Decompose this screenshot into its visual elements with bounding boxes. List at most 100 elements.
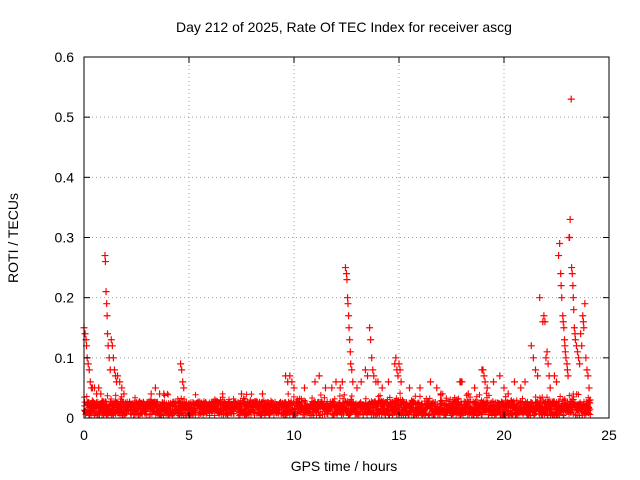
data-point <box>179 378 187 386</box>
noise-marker <box>336 392 343 399</box>
data-point <box>569 294 577 302</box>
noise-marker <box>587 411 594 418</box>
data-point <box>370 372 378 380</box>
chart-title: Day 212 of 2025, Rate Of TEC Index for r… <box>176 19 512 35</box>
x-axis-label: GPS time / hours <box>291 458 398 474</box>
data-point <box>101 252 109 260</box>
data-point <box>558 294 566 302</box>
noise-marker <box>192 391 199 398</box>
noise-marker <box>478 411 485 418</box>
noise-marker <box>132 394 139 401</box>
noise-marker <box>108 395 115 402</box>
data-point <box>575 354 583 362</box>
noise-marker <box>330 412 337 419</box>
noise-marker <box>394 402 401 409</box>
data-point <box>343 270 350 278</box>
data-point <box>458 378 466 386</box>
data-point <box>580 324 588 332</box>
data-point <box>564 372 572 380</box>
data-point <box>97 390 105 398</box>
data-point <box>353 384 361 392</box>
noise-marker <box>178 395 185 402</box>
noise-marker <box>83 393 90 400</box>
data-point <box>147 390 155 398</box>
data-point <box>394 372 402 380</box>
noise-marker <box>561 395 568 402</box>
data-point <box>369 366 377 374</box>
y-tick-label: 0 <box>66 410 74 426</box>
data-point <box>582 354 590 362</box>
data-point <box>396 366 404 374</box>
data-point <box>345 324 353 332</box>
data-point <box>579 312 587 320</box>
data-point <box>395 360 403 368</box>
data-point <box>95 384 103 392</box>
data-point <box>550 372 558 380</box>
noise-marker <box>417 393 424 400</box>
data-point <box>151 384 159 392</box>
data-point <box>586 396 594 404</box>
data-point <box>357 378 365 386</box>
data-point <box>378 384 386 392</box>
data-point <box>344 294 352 302</box>
data-point <box>560 336 568 344</box>
data-point <box>178 366 186 374</box>
data-point <box>500 384 508 392</box>
data-point <box>217 396 224 404</box>
noise-marker <box>103 398 110 405</box>
data-point <box>374 378 382 386</box>
noise-marker <box>473 412 480 419</box>
data-point <box>504 390 512 398</box>
data-point <box>544 360 552 368</box>
data-point <box>574 348 581 356</box>
data-point <box>541 318 549 326</box>
data-point <box>561 342 569 350</box>
data-point <box>568 264 576 272</box>
data-point <box>570 306 578 314</box>
data-point <box>345 312 353 320</box>
data-point <box>336 384 344 392</box>
noise-marker <box>443 395 450 402</box>
data-point <box>570 324 578 332</box>
data-point <box>479 366 487 374</box>
x-tick-label: 10 <box>286 427 302 443</box>
data-point <box>364 372 371 380</box>
y-tick-label: 0.3 <box>55 230 75 246</box>
x-tick-label: 0 <box>80 427 88 443</box>
data-point <box>427 378 434 386</box>
data-point <box>177 360 185 368</box>
noise-marker <box>465 399 472 406</box>
data-point <box>490 378 497 386</box>
y-tick-label: 0.2 <box>55 290 75 306</box>
ticks: 0 5 10 15 20 25 0 0.1 0.2 0.3 0.4 0.5 0.6 <box>55 49 617 443</box>
noise-marker <box>165 391 172 398</box>
data-point <box>433 384 441 392</box>
x-tick-label: 5 <box>185 427 193 443</box>
noise-marker <box>455 395 462 402</box>
data-point <box>103 300 111 308</box>
noise-band <box>81 390 594 419</box>
data-point <box>180 384 188 392</box>
data-point <box>301 384 308 392</box>
data-point <box>238 390 245 398</box>
data-point <box>483 384 491 392</box>
data-point <box>437 390 445 398</box>
data-point <box>540 312 548 320</box>
data-point <box>546 384 554 392</box>
data-point <box>566 215 574 223</box>
data-point <box>563 366 571 374</box>
data-point <box>569 282 577 290</box>
noise-marker <box>544 394 550 401</box>
data-point <box>542 354 550 362</box>
data-point <box>480 372 488 380</box>
data-point <box>344 300 352 308</box>
data-point <box>259 390 266 398</box>
data-point <box>347 360 355 368</box>
data-point <box>107 336 115 344</box>
data-point <box>536 294 544 302</box>
data-point <box>529 354 537 362</box>
data-point <box>341 264 349 272</box>
noise-marker <box>240 395 247 402</box>
data-point <box>471 384 479 392</box>
